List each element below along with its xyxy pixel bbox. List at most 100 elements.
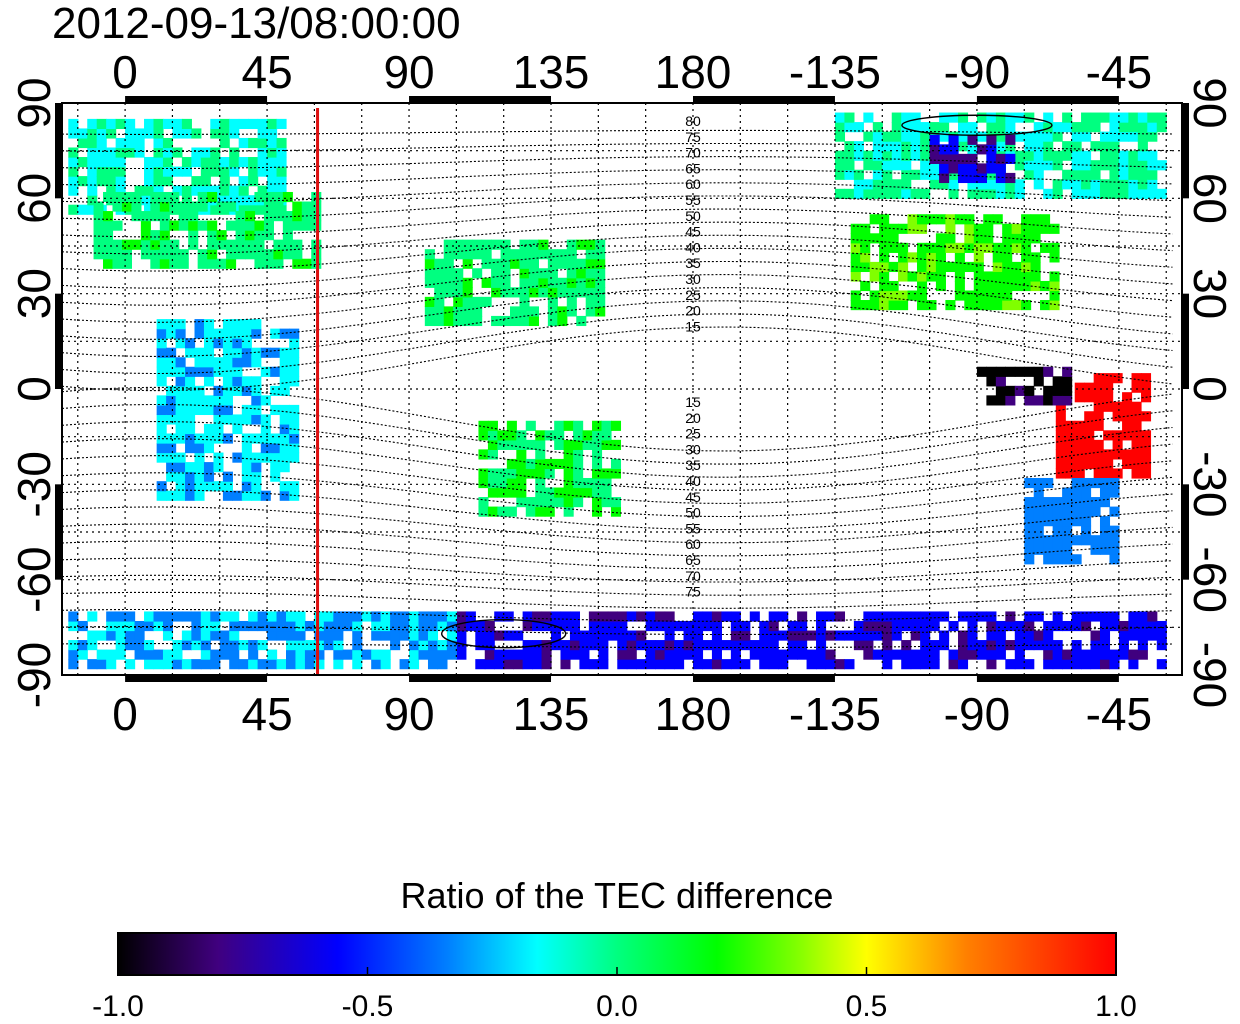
data-cell: [181, 659, 192, 670]
data-cell: [159, 258, 170, 269]
data-cell: [342, 620, 353, 632]
data-cell: [655, 649, 666, 660]
data-cell: [1131, 373, 1142, 384]
data-cell: [1122, 430, 1133, 441]
data-cell: [964, 242, 975, 253]
data-cell: [361, 611, 372, 622]
data-cell: [588, 659, 599, 670]
data-cell: [860, 261, 871, 273]
data-cell: [579, 630, 590, 641]
data-cell: [1011, 280, 1022, 292]
data-cell: [1033, 506, 1044, 517]
data-cell: [538, 268, 549, 279]
data-cell: [920, 649, 931, 660]
data-cell: [872, 649, 883, 660]
contour-label: 55: [685, 520, 701, 536]
data-cell: [1081, 112, 1092, 123]
data-cell: [674, 620, 685, 632]
data-cell: [948, 112, 959, 123]
data-cell: [910, 169, 921, 180]
data-cell: [1099, 487, 1111, 498]
contour-line: [62, 540, 1173, 570]
data-cell: [169, 239, 180, 250]
data-cell: [191, 659, 202, 670]
data-cell: [487, 430, 498, 441]
x-tick-label-bottom: 45: [241, 688, 292, 740]
data-cell: [554, 487, 565, 498]
data-cell: [424, 277, 435, 288]
data-cell: [983, 223, 994, 234]
data-cell: [115, 620, 126, 632]
data-cell: [592, 420, 603, 431]
data-cell: [251, 414, 262, 425]
data-cell: [573, 458, 584, 470]
data-cell: [1081, 516, 1092, 527]
data-cell: [1137, 131, 1148, 142]
data-cell: [175, 338, 186, 349]
data-cell: [323, 611, 334, 622]
data-cell: [248, 176, 259, 187]
y-tick-label-left: 60: [8, 173, 60, 224]
data-cell: [576, 239, 587, 250]
data-cell: [144, 185, 155, 196]
data-cell: [1049, 242, 1060, 253]
data-cell: [939, 131, 950, 142]
y-tick-label-right: -90: [1184, 642, 1236, 708]
data-cell: [674, 640, 685, 651]
data-cell: [1033, 516, 1044, 527]
data-cell: [194, 347, 205, 358]
data-cell: [279, 452, 290, 463]
data-cell: [1140, 458, 1152, 470]
data-cell: [1103, 458, 1114, 470]
data-cell: [472, 268, 483, 279]
data-cell: [140, 239, 151, 250]
data-cell: [1033, 497, 1044, 508]
data-cell: [1005, 659, 1016, 670]
data-cell: [131, 191, 142, 203]
data-cell: [1099, 620, 1111, 632]
data-cell: [156, 376, 167, 387]
data-cell: [1043, 649, 1054, 660]
data-cell: [992, 300, 1003, 311]
data-cell: [525, 420, 536, 431]
data-cell: [910, 131, 921, 142]
x-tick-label-top: 180: [655, 46, 732, 98]
data-cell: [1011, 300, 1022, 311]
data-cell: [232, 357, 243, 368]
data-cell: [995, 153, 1006, 164]
data-cell: [229, 640, 240, 651]
data-cell: [172, 611, 183, 622]
data-cell: [872, 122, 883, 133]
data-cell: [134, 128, 145, 139]
data-cell: [1043, 188, 1054, 199]
data-cell: [267, 185, 278, 196]
data-cell: [213, 404, 224, 416]
data-cell: [954, 261, 965, 273]
data-cell: [342, 611, 353, 622]
data-cell: [863, 112, 874, 123]
data-cell: [816, 630, 827, 641]
data-cell: [210, 659, 221, 670]
data-cell: [664, 659, 675, 670]
data-cell: [200, 185, 211, 196]
data-cell: [1052, 544, 1063, 555]
data-cell: [569, 649, 581, 660]
data-cell: [935, 214, 946, 225]
data-cell: [566, 296, 577, 307]
data-cell: [929, 179, 940, 190]
data-cell: [973, 280, 984, 292]
data-cell: [1118, 150, 1129, 161]
data-cell: [1043, 477, 1054, 489]
data-cell: [995, 172, 1006, 184]
data-cell: [958, 630, 969, 641]
data-cell: [1002, 233, 1013, 244]
data-cell: [1074, 392, 1085, 403]
data-cell: [958, 112, 969, 123]
data-cell: [730, 611, 741, 622]
data-cell: [144, 204, 155, 215]
data-cell: [1002, 271, 1013, 282]
data-cell: [882, 160, 893, 171]
data-cell: [248, 649, 259, 660]
data-cell: [579, 640, 590, 651]
data-cell: [427, 630, 439, 641]
